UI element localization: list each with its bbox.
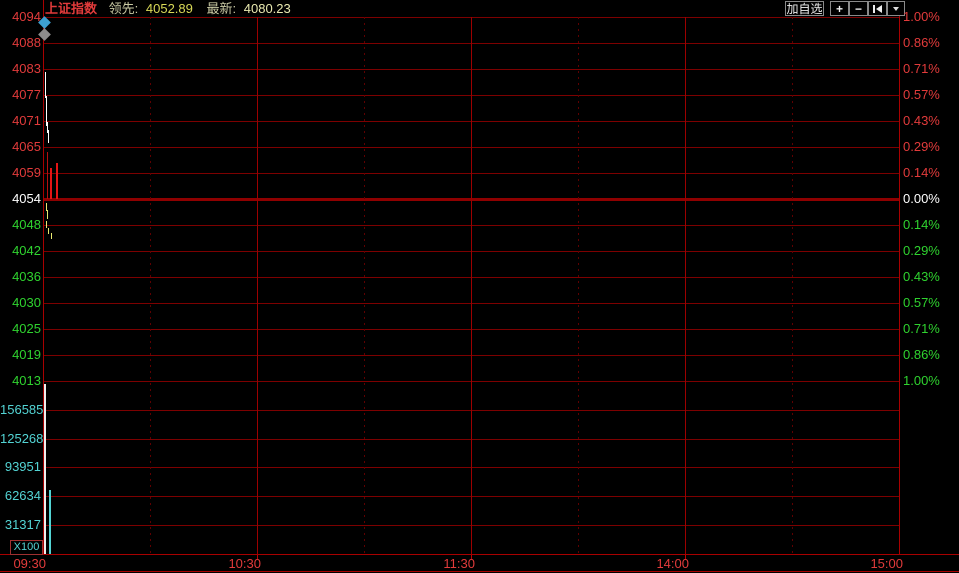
leading-label: 领先: — [108, 1, 139, 16]
symbol-name: 上证指数 — [45, 1, 98, 16]
percent-axis-label: 0.86% — [903, 35, 940, 50]
zoom-out-button[interactable]: − — [849, 1, 868, 16]
leading-line-segment — [47, 210, 48, 219]
leading-line-segment — [46, 203, 47, 211]
price-axis-label: 4036 — [12, 269, 41, 284]
time-gridline-solid — [685, 17, 686, 555]
price-line-red-segment — [56, 163, 58, 199]
time-axis-tick — [685, 555, 686, 559]
price-line-segment — [45, 72, 46, 98]
leading-value: 4052.89 — [145, 1, 193, 16]
percent-axis-label: 0.29% — [903, 139, 940, 154]
period-dropdown-button[interactable] — [887, 1, 905, 16]
volume-axis-label: 31317 — [4, 517, 41, 532]
left-axis-line — [43, 0, 44, 555]
percent-axis-label: 0.14% — [903, 217, 940, 232]
skip-start-icon — [873, 2, 882, 16]
volume-axis-label: 62634 — [4, 488, 41, 503]
volume-axis-label: 156585 — [0, 402, 44, 417]
price-line-segment — [46, 96, 47, 126]
volume-unit-badge: X100 — [10, 540, 43, 555]
price-axis-label: 4042 — [12, 243, 41, 258]
price-axis-label: 4048 — [12, 217, 41, 232]
percent-axis-label: 0.29% — [903, 243, 940, 258]
volume-bar — [44, 384, 46, 554]
quote-header: 上证指数 领先: 4052.89 最新: 4080.23 — [45, 1, 291, 16]
percent-axis-label: 1.00% — [903, 9, 940, 24]
time-axis-line — [0, 554, 959, 555]
zoom-in-button[interactable]: + — [830, 1, 849, 16]
price-axis-label: 4059 — [12, 165, 41, 180]
percent-axis-label: 1.00% — [903, 373, 940, 388]
price-axis-label: 4088 — [12, 35, 41, 50]
percent-axis-label: 0.14% — [903, 165, 940, 180]
volume-axis-label: 93951 — [4, 459, 41, 474]
time-axis-tick — [257, 555, 258, 559]
price-line-segment — [48, 130, 49, 143]
chevron-down-icon — [893, 6, 899, 11]
time-gridline-dotted — [578, 17, 579, 555]
time-axis-label: 14:00 — [656, 556, 689, 571]
percent-axis-label: 0.43% — [903, 269, 940, 284]
percent-axis-label: 0.57% — [903, 295, 940, 310]
plus-icon: + — [835, 1, 843, 16]
leading-line-segment — [46, 221, 47, 228]
price-axis-label: 4013 — [12, 373, 41, 388]
price-axis-label: 4071 — [12, 113, 41, 128]
volume-axis-label: 125268 — [0, 431, 44, 446]
skip-to-start-button[interactable] — [868, 1, 887, 16]
volume-bar — [49, 490, 51, 554]
leading-line-segment — [51, 233, 52, 239]
time-gridline-dotted — [792, 17, 793, 555]
price-axis-label: 4065 — [12, 139, 41, 154]
price-axis-label: 4025 — [12, 321, 41, 336]
time-gridline-dotted — [364, 17, 365, 555]
price-axis-label: 4030 — [12, 295, 41, 310]
price-line-segment — [47, 122, 48, 133]
price-axis-label: 4019 — [12, 347, 41, 362]
time-axis-label: 15:00 — [870, 556, 903, 571]
bottom-border-line — [0, 571, 959, 572]
percent-axis-label: 0.71% — [903, 61, 940, 76]
time-axis-label: 11:30 — [443, 556, 475, 571]
right-axis-line — [899, 16, 900, 555]
percent-axis-label: 0.57% — [903, 87, 940, 102]
percent-axis-label: 0.86% — [903, 347, 940, 362]
time-gridline-solid — [471, 17, 472, 555]
time-gridline-dotted — [150, 17, 151, 555]
percent-axis-label: 0.71% — [903, 321, 940, 336]
price-line-red-segment — [47, 152, 48, 199]
add-watchlist-button[interactable]: 加自选 — [785, 1, 824, 16]
time-gridline-solid — [257, 17, 258, 555]
percent-axis-label: 0.00% — [903, 191, 940, 206]
price-axis-label: 4077 — [12, 87, 41, 102]
price-axis-label: 4083 — [12, 61, 41, 76]
price-axis-label: 4054 — [12, 191, 41, 206]
price-axis-label: 4094 — [12, 9, 41, 24]
latest-label: 最新: — [206, 1, 237, 16]
price-line-red-segment — [50, 168, 52, 199]
time-axis-label: 09:30 — [13, 556, 46, 571]
time-axis-label: 10:30 — [228, 556, 261, 571]
latest-value: 4080.23 — [243, 1, 291, 16]
percent-axis-label: 0.43% — [903, 113, 940, 128]
time-axis-tick — [471, 555, 472, 559]
leading-line-segment — [48, 228, 49, 234]
minus-icon: − — [854, 1, 862, 16]
